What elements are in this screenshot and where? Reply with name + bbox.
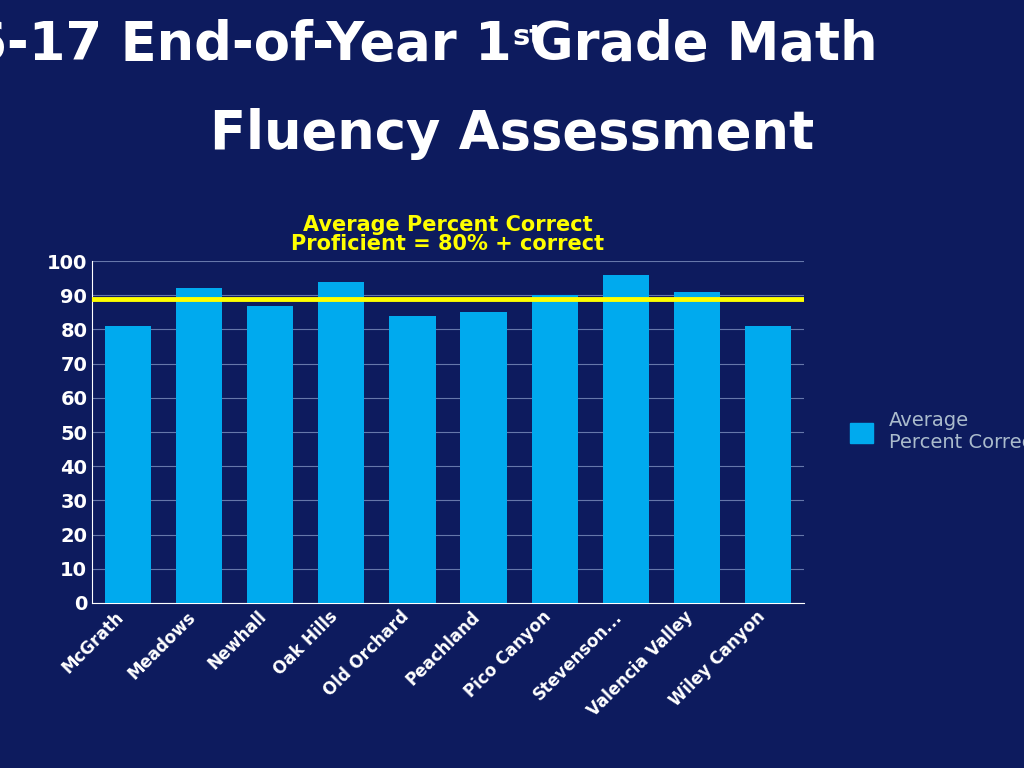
Bar xyxy=(176,289,222,603)
Bar xyxy=(603,275,649,603)
Text: ​​ Grade Math: ​​ Grade Math xyxy=(512,19,878,71)
Text: st: st xyxy=(512,23,543,51)
Bar xyxy=(461,313,507,603)
Bar xyxy=(104,326,151,603)
Text: Fluency Assessment: Fluency Assessment xyxy=(210,108,814,160)
Text: 2016-17 End-of-Year 1: 2016-17 End-of-Year 1 xyxy=(0,19,512,71)
Bar xyxy=(745,326,792,603)
Bar xyxy=(531,296,578,603)
Legend: Average
Percent Correct: Average Percent Correct xyxy=(842,404,1024,460)
Bar xyxy=(389,316,435,603)
Text: Proficient = 80% + correct: Proficient = 80% + correct xyxy=(292,234,604,254)
Bar xyxy=(247,306,293,603)
Bar xyxy=(674,292,720,603)
Bar xyxy=(318,282,365,603)
Text: Average Percent Correct: Average Percent Correct xyxy=(303,215,593,235)
